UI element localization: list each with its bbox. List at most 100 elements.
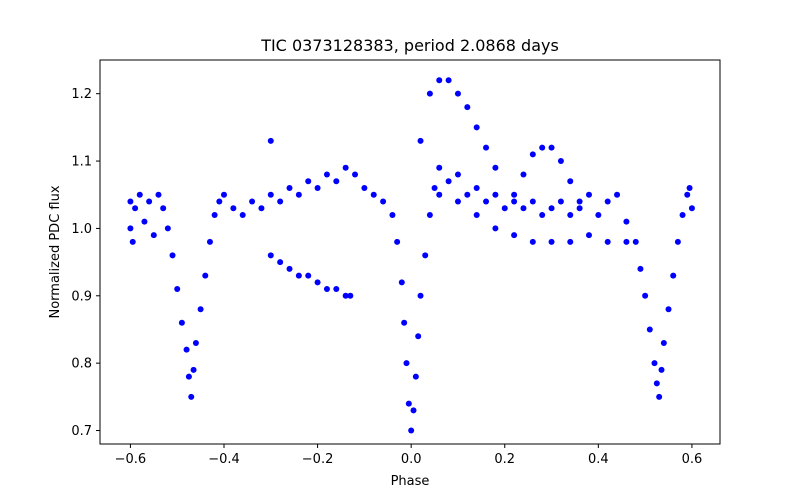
data-point	[185, 373, 192, 380]
data-point	[342, 164, 349, 171]
data-point	[436, 164, 443, 171]
data-point	[548, 238, 555, 245]
data-point	[604, 238, 611, 245]
data-point	[454, 198, 461, 205]
data-point	[454, 90, 461, 97]
data-point	[436, 77, 443, 84]
x-axis: −0.6 −0.4 −0.2 0.0 0.2 0.4 0.6	[115, 444, 702, 467]
data-point	[398, 279, 405, 286]
data-point	[548, 205, 555, 212]
data-point	[136, 191, 143, 198]
data-point	[267, 137, 274, 144]
data-point	[267, 191, 274, 198]
data-point	[656, 393, 663, 400]
data-point	[483, 144, 490, 151]
data-point	[405, 400, 412, 407]
data-point	[492, 225, 499, 232]
data-point	[132, 205, 139, 212]
data-point	[206, 238, 213, 245]
data-point	[370, 191, 377, 198]
data-point	[642, 292, 649, 299]
data-point	[585, 191, 592, 198]
data-point	[585, 232, 592, 239]
data-point	[567, 238, 574, 245]
data-point	[529, 238, 536, 245]
data-point	[492, 191, 499, 198]
data-point	[431, 185, 438, 191]
data-point	[417, 137, 424, 144]
data-point	[305, 178, 312, 185]
x-tick-label: 0.0	[401, 452, 422, 467]
data-point	[403, 360, 410, 367]
data-point	[557, 198, 564, 205]
data-point	[129, 238, 136, 245]
data-point	[127, 225, 134, 232]
data-point	[239, 211, 246, 218]
data-point	[410, 407, 417, 414]
y-tick-label: 1.0	[71, 222, 92, 237]
data-point	[314, 279, 321, 286]
data-point	[155, 191, 162, 198]
data-point	[408, 427, 415, 434]
data-point	[211, 211, 218, 218]
data-point	[623, 218, 630, 225]
x-tick-label: −0.2	[302, 452, 334, 467]
data-point	[286, 185, 293, 191]
data-point	[688, 205, 695, 212]
x-tick-label: 0.2	[494, 452, 515, 467]
data-point	[637, 265, 644, 272]
data-point	[684, 191, 691, 198]
data-point	[445, 178, 452, 185]
data-point	[394, 238, 401, 245]
data-point	[426, 90, 433, 97]
data-point	[190, 366, 197, 373]
data-point	[305, 272, 312, 279]
data-point	[520, 171, 527, 178]
data-point	[342, 292, 349, 299]
data-point	[401, 319, 408, 326]
plot-frame	[99, 59, 721, 445]
data-point	[277, 259, 284, 266]
data-point	[286, 265, 293, 272]
data-point	[323, 286, 330, 293]
data-point	[651, 360, 658, 367]
data-point	[473, 185, 480, 191]
data-point	[567, 178, 574, 185]
data-point	[501, 205, 508, 212]
data-point	[415, 333, 422, 340]
data-point	[333, 178, 340, 185]
data-point	[127, 198, 134, 205]
data-point	[164, 225, 171, 232]
data-point	[361, 185, 368, 191]
data-point	[492, 164, 499, 171]
y-tick-label: 0.9	[71, 289, 92, 304]
x-tick-label: −0.4	[208, 452, 240, 467]
data-point	[686, 185, 693, 191]
data-point	[141, 218, 148, 225]
x-axis-label: Phase	[391, 474, 430, 489]
data-point	[632, 238, 639, 245]
data-point	[473, 124, 480, 131]
chart-title: TIC 0373128383, period 2.0868 days	[260, 36, 559, 55]
data-point	[665, 306, 672, 313]
x-tick-label: −0.6	[115, 452, 147, 467]
data-point	[295, 272, 302, 279]
data-point	[333, 286, 340, 293]
data-point	[511, 232, 518, 239]
data-point	[445, 77, 452, 84]
data-point	[511, 191, 518, 198]
data-point	[267, 252, 274, 259]
data-point	[473, 211, 480, 218]
data-point	[188, 393, 195, 400]
data-point	[146, 198, 153, 205]
data-point	[277, 198, 284, 205]
data-point	[258, 205, 265, 212]
data-point	[202, 272, 209, 279]
y-tick-label: 1.2	[71, 87, 92, 102]
data-point	[483, 198, 490, 205]
data-point	[567, 211, 574, 218]
data-point	[520, 205, 527, 212]
data-point	[295, 191, 302, 198]
